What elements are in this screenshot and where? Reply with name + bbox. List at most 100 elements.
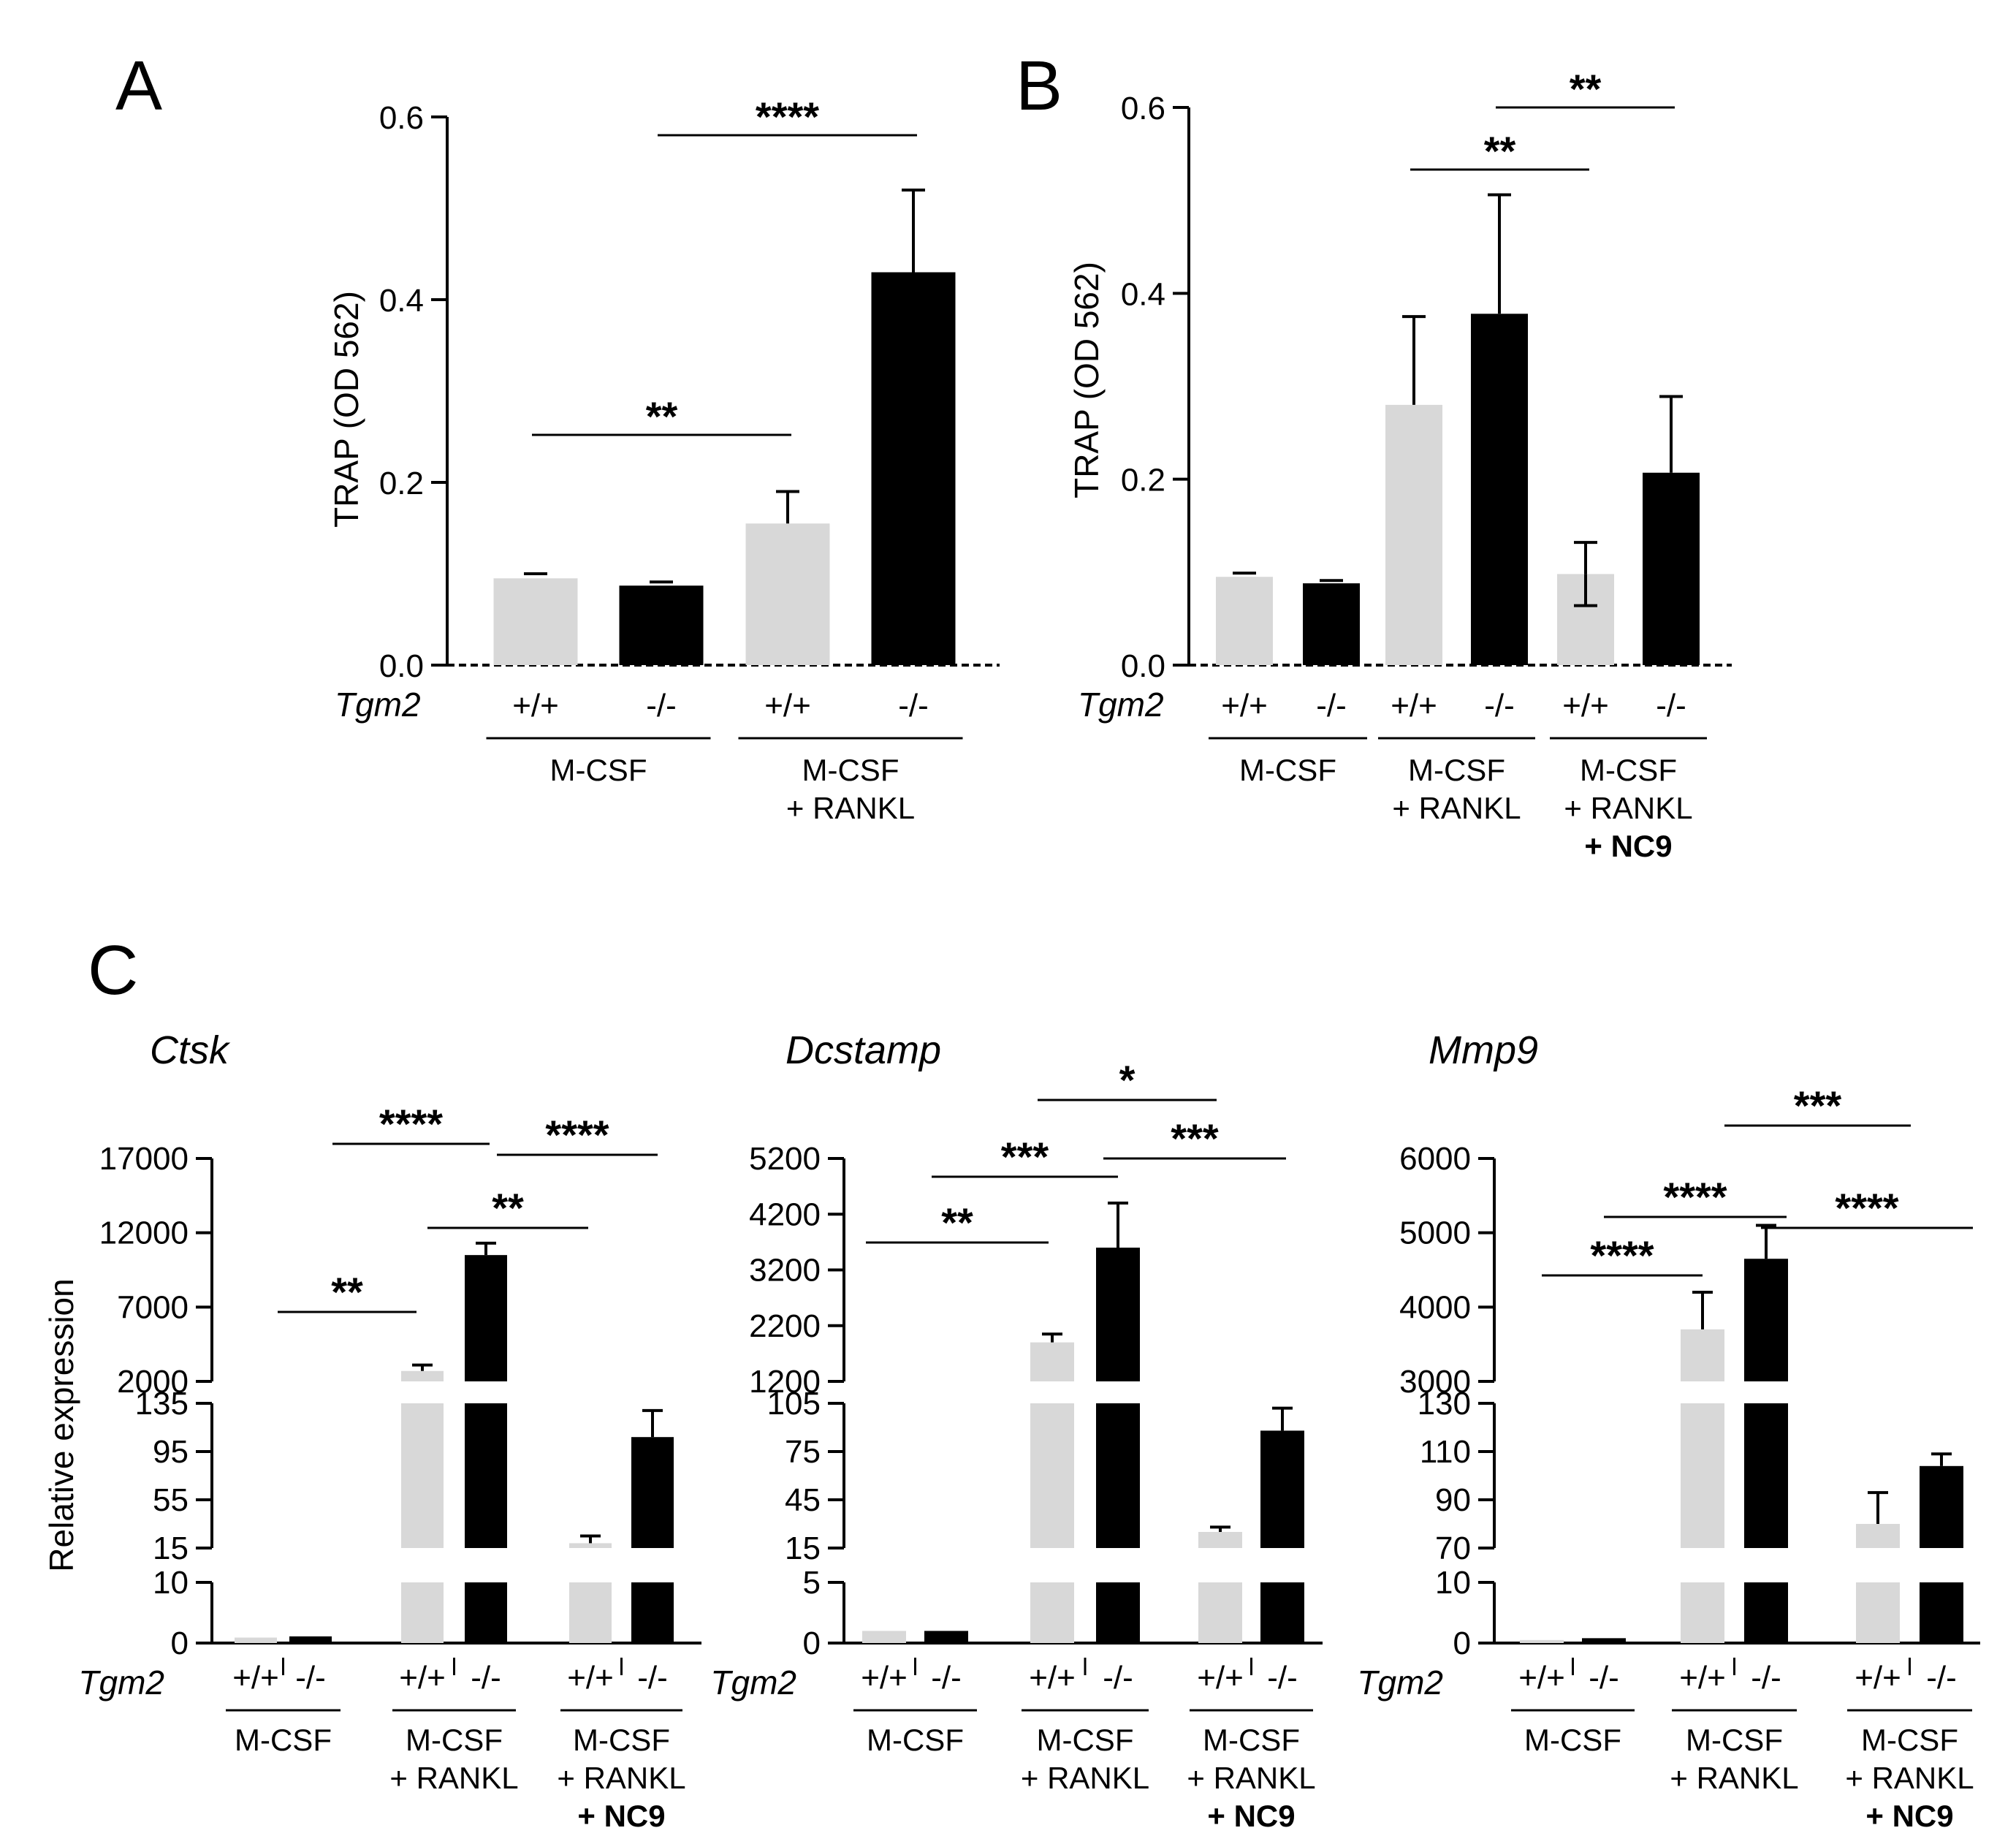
chart_data.2.segments.1.ticks.2: 95 [153, 1434, 189, 1470]
bar-segment [1030, 1403, 1074, 1548]
chart_data.4.segments.2.ticks.0: 3000 [1399, 1364, 1471, 1400]
chart_data.1.ylabel: TRAP (OD 562) [1068, 262, 1106, 498]
bar-segment [1096, 1248, 1140, 1381]
chart_data.3.categories.0: +/+ [861, 1660, 908, 1696]
bar-segment [1681, 1329, 1724, 1381]
chart_data.4.groups.1.lines.0: M-CSF [1686, 1723, 1783, 1757]
chart_data.2.segments.1.ticks.1: 55 [153, 1482, 189, 1518]
chart_data.0.significance.1.label: **** [756, 94, 819, 140]
chart_data.1.significance.0.label: ** [1484, 128, 1516, 174]
chart_data.1.groups.1.lines.1: + RANKL [1392, 791, 1521, 825]
chart_data.2.groups.0.lines.0: M-CSF [235, 1723, 332, 1757]
panel-letter-a: A [115, 47, 162, 125]
chart_data.0.yticks.3: 0.6 [379, 100, 424, 136]
bar-segment [1681, 1403, 1724, 1548]
chart_data.3.groups.2.bold: + NC9 [1207, 1799, 1295, 1833]
chart_data.3.segments.0.ticks.0: 0 [803, 1626, 821, 1661]
chart_data.3.segments.1.ticks.2: 75 [785, 1434, 821, 1470]
chart_data.4.categories.4: +/+ [1855, 1660, 1901, 1696]
bar [745, 523, 830, 665]
chart_data.4.categories.5: -/- [1926, 1660, 1957, 1696]
chart_data.1.groups.2.bold: + NC9 [1584, 829, 1672, 863]
bar-segment [1030, 1342, 1074, 1381]
chart_data.0.significance.0.label: ** [646, 393, 678, 439]
chart_data.3.segments.1.ticks.0: 15 [785, 1530, 821, 1566]
chart_data.1.yticks.3: 0.6 [1121, 91, 1165, 126]
chart_data.3.genotype_label: Tgm2 [710, 1664, 796, 1702]
chart_data.3.segments.1.ticks.1: 45 [785, 1482, 821, 1518]
bar-segment [1744, 1403, 1788, 1548]
chart_data.4.significance.2.label: *** [1794, 1082, 1842, 1128]
chart_data.4.segments.1.ticks.3: 130 [1418, 1386, 1471, 1422]
chart_data.1.categories.4: +/+ [1562, 688, 1609, 724]
chart_data.1.categories.5: -/- [1656, 688, 1686, 724]
chart-layer: 0.0 0.2 0.4 0.6 TRAP (OD 562) +/+ -/- +/+ -/- Tgm… [42, 66, 1980, 1833]
bar-segment [1260, 1582, 1304, 1643]
chart_data.2.groups.1.lines.0: M-CSF [406, 1723, 503, 1757]
chart_data.4.segments.2.ticks.3: 6000 [1399, 1141, 1471, 1177]
bar-segment [1920, 1582, 1963, 1643]
chart_data.2.groups.2.lines.1: + RANKL [557, 1761, 685, 1795]
chart_data.2.significance.0.label: ** [331, 1269, 363, 1315]
chart_data.3.categories.1: -/- [931, 1660, 962, 1696]
chart_data.2.genotype_label: Tgm2 [78, 1664, 164, 1702]
bar [1216, 577, 1273, 665]
bar-segment [569, 1543, 612, 1548]
chart_data.3.categories.2: +/+ [1029, 1660, 1076, 1696]
chart_data.1.groups.1.lines.0: M-CSF [1408, 753, 1505, 787]
bar [619, 585, 704, 665]
bar-segment [289, 1636, 332, 1643]
bar [1303, 583, 1360, 665]
chart_data.2.significance.1.label: **** [379, 1101, 443, 1147]
chart_data.4.groups.2.lines.1: + RANKL [1845, 1761, 1974, 1795]
bar-segment [1260, 1430, 1304, 1548]
chart_data.1.yticks.2: 0.4 [1121, 276, 1165, 312]
chart_data.2.groups.2.bold: + NC9 [577, 1799, 665, 1833]
chart_data.3.segments.1.ticks.3: 105 [767, 1386, 821, 1422]
bar-segment [1744, 1582, 1788, 1643]
chart_data.3.categories.3: -/- [1103, 1660, 1133, 1696]
chart_data.3.significance.1.label: *** [1001, 1134, 1049, 1180]
chart_data.2.segments.0.ticks.0: 0 [171, 1626, 189, 1661]
bar-segment [631, 1582, 674, 1643]
chart_data.2.categories.0: +/+ [232, 1660, 279, 1696]
chart_data.1.significance.1.label: ** [1570, 66, 1602, 112]
bar-segment [1856, 1582, 1900, 1643]
chart_data.3.groups.1.lines.1: + RANKL [1021, 1761, 1149, 1795]
chart_data.3.significance.0.label: ** [941, 1199, 973, 1245]
bar-segment [1096, 1582, 1140, 1643]
chart_data.1.categories.1: -/- [1316, 688, 1347, 724]
chart_data.2.segments.2.ticks.1: 7000 [117, 1289, 189, 1325]
bar-segment [401, 1370, 444, 1381]
bar-segment [1198, 1582, 1242, 1643]
chart_data.0.yticks.2: 0.4 [379, 283, 424, 319]
panel-b: 0.0 0.2 0.4 0.6 TRAP (OD 562) +/+ -/- +/+ -/- +/+… [1068, 66, 1732, 863]
chart_data.1.categories.3: -/- [1484, 688, 1515, 724]
chart_data.2.segments.0.ticks.1: 10 [153, 1565, 189, 1601]
chart_data.4.groups.0.lines.0: M-CSF [1524, 1723, 1621, 1757]
chart_data.2.gene: Ctsk [150, 1028, 231, 1072]
chart_data.4.segments.2.ticks.2: 5000 [1399, 1215, 1471, 1251]
chart_data.2.categories.4: +/+ [567, 1660, 614, 1696]
bar-segment [1856, 1524, 1900, 1548]
chart_data.3.segments.2.ticks.2: 3200 [749, 1253, 821, 1289]
bar-segment [1920, 1465, 1963, 1548]
chart_data.3.segments.2.ticks.1: 2200 [749, 1308, 821, 1344]
chart_data.2.segments.2.ticks.3: 17000 [99, 1141, 189, 1177]
bar-segment [401, 1403, 444, 1548]
chart_data.4.genotype_label: Tgm2 [1357, 1664, 1443, 1702]
chart_data.4.significance.0.label: **** [1590, 1232, 1654, 1278]
chart_data.3.significance.3.label: *** [1171, 1115, 1219, 1161]
chart_data.2.segments.2.ticks.2: 12000 [99, 1215, 189, 1251]
chart_data.1.categories.0: +/+ [1221, 688, 1268, 724]
chart_data.3.groups.0.lines.0: M-CSF [867, 1723, 964, 1757]
bar-segment [1681, 1582, 1724, 1643]
bar-segment [631, 1437, 674, 1548]
chart_data.2.categories.2: +/+ [399, 1660, 446, 1696]
bar [1471, 314, 1528, 665]
chart_data.4.segments.0.ticks.0: 0 [1453, 1626, 1471, 1661]
bar-segment [569, 1582, 612, 1643]
chart_data.4.categories.3: -/- [1751, 1660, 1781, 1696]
